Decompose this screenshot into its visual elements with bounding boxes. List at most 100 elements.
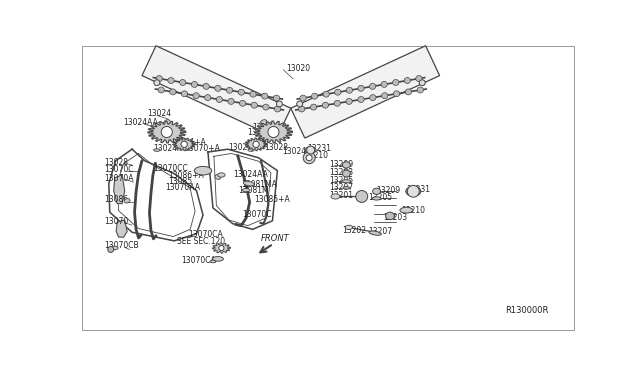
Ellipse shape: [342, 162, 350, 168]
Ellipse shape: [215, 174, 221, 179]
Text: 13203: 13203: [383, 212, 408, 222]
Ellipse shape: [372, 188, 381, 195]
Ellipse shape: [370, 94, 376, 100]
Ellipse shape: [342, 170, 350, 177]
Ellipse shape: [404, 77, 410, 83]
Text: 13086: 13086: [104, 195, 128, 204]
Ellipse shape: [216, 96, 223, 102]
Ellipse shape: [335, 89, 341, 95]
Ellipse shape: [158, 87, 164, 93]
Text: 13205: 13205: [329, 176, 353, 185]
Ellipse shape: [262, 93, 268, 99]
Ellipse shape: [275, 106, 281, 112]
Text: 13070+A: 13070+A: [184, 144, 220, 153]
Circle shape: [419, 80, 425, 86]
Ellipse shape: [406, 186, 420, 196]
Text: 13070C: 13070C: [243, 210, 272, 219]
Ellipse shape: [310, 104, 317, 110]
Text: 13028: 13028: [264, 143, 289, 152]
Ellipse shape: [156, 76, 163, 81]
Ellipse shape: [416, 76, 422, 81]
Polygon shape: [116, 220, 127, 237]
Ellipse shape: [346, 99, 352, 105]
Bar: [142, 46, 291, 138]
Polygon shape: [245, 138, 267, 151]
Text: 13024AA: 13024AA: [233, 170, 268, 179]
Text: 13085+A: 13085+A: [255, 195, 291, 204]
Ellipse shape: [238, 89, 244, 95]
Polygon shape: [212, 243, 230, 253]
Text: R130000R: R130000R: [506, 306, 549, 315]
Ellipse shape: [381, 93, 388, 99]
Text: 13201: 13201: [329, 191, 353, 201]
Ellipse shape: [334, 100, 340, 106]
Polygon shape: [173, 138, 195, 151]
Ellipse shape: [228, 99, 234, 105]
Ellipse shape: [300, 95, 306, 101]
Ellipse shape: [205, 94, 211, 100]
Text: 13085: 13085: [168, 177, 193, 186]
Text: 13205: 13205: [369, 193, 393, 202]
Ellipse shape: [381, 81, 387, 87]
Ellipse shape: [385, 212, 394, 219]
Text: 13070AA: 13070AA: [165, 183, 200, 192]
Ellipse shape: [250, 91, 256, 97]
Text: 13210: 13210: [401, 206, 426, 215]
Text: 13210: 13210: [304, 151, 328, 160]
Circle shape: [219, 246, 224, 251]
Polygon shape: [255, 121, 292, 143]
Text: 13028: 13028: [104, 158, 128, 167]
Text: 13024+A: 13024+A: [253, 123, 289, 132]
Text: 13070: 13070: [104, 217, 128, 226]
Ellipse shape: [170, 89, 176, 95]
Text: 13028: 13028: [228, 143, 252, 152]
Ellipse shape: [212, 257, 223, 261]
Circle shape: [306, 155, 312, 161]
Ellipse shape: [251, 102, 257, 108]
Ellipse shape: [372, 197, 381, 200]
Text: 13081M: 13081M: [237, 186, 268, 195]
Ellipse shape: [369, 83, 376, 89]
Text: 13070CA: 13070CA: [188, 230, 223, 239]
Ellipse shape: [227, 87, 233, 93]
Text: 13024AA: 13024AA: [248, 128, 282, 137]
Text: 13024AA: 13024AA: [154, 144, 188, 153]
Text: SEE SEC.120: SEE SEC.120: [177, 237, 225, 246]
Text: 13207: 13207: [369, 227, 393, 236]
Text: 13086+A: 13086+A: [168, 171, 204, 180]
Ellipse shape: [191, 81, 198, 87]
Ellipse shape: [342, 180, 351, 183]
Ellipse shape: [215, 85, 221, 91]
Ellipse shape: [405, 89, 412, 95]
Polygon shape: [114, 175, 125, 203]
Ellipse shape: [358, 85, 364, 91]
Text: 13024AA: 13024AA: [124, 118, 159, 127]
Ellipse shape: [394, 91, 400, 97]
Text: 13202: 13202: [342, 226, 366, 235]
Ellipse shape: [268, 122, 275, 128]
Ellipse shape: [242, 189, 250, 192]
Circle shape: [268, 126, 279, 138]
Ellipse shape: [260, 120, 267, 125]
Ellipse shape: [323, 102, 328, 108]
Ellipse shape: [305, 147, 316, 154]
Circle shape: [307, 146, 315, 154]
Ellipse shape: [210, 260, 216, 263]
Ellipse shape: [346, 87, 353, 93]
Ellipse shape: [156, 122, 163, 128]
Ellipse shape: [358, 96, 364, 102]
Circle shape: [276, 101, 282, 107]
Text: 13231: 13231: [406, 185, 430, 194]
Text: 13020: 13020: [286, 64, 310, 73]
Ellipse shape: [243, 181, 254, 186]
Ellipse shape: [298, 106, 305, 112]
Ellipse shape: [323, 91, 330, 97]
Circle shape: [297, 101, 303, 107]
Ellipse shape: [193, 93, 199, 99]
Text: 13024: 13024: [147, 109, 171, 118]
Text: 13081MA: 13081MA: [241, 180, 277, 189]
Ellipse shape: [195, 166, 212, 175]
Ellipse shape: [180, 80, 186, 86]
Text: 13070CB: 13070CB: [104, 241, 138, 250]
Bar: [291, 46, 440, 138]
